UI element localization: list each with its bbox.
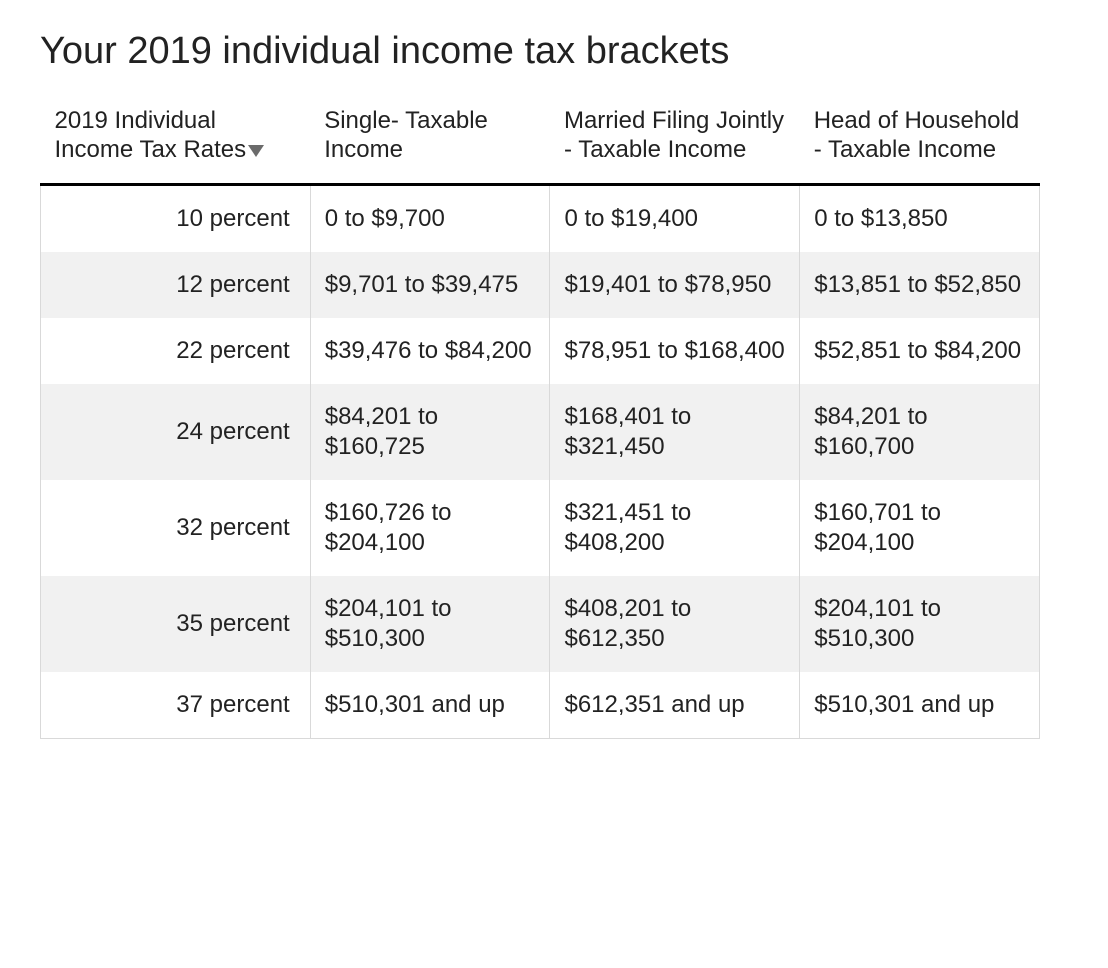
- table-row: 35 percent $204,101 to $510,300 $408,201…: [41, 576, 1040, 672]
- sort-desc-icon: [248, 145, 264, 157]
- table-row: 37 percent $510,301 and up $612,351 and …: [41, 672, 1040, 739]
- cell-married: $612,351 and up: [550, 672, 800, 739]
- cell-single: $204,101 to $510,300: [310, 576, 550, 672]
- column-header-label: 2019 Individual Income Tax Rates: [55, 107, 247, 163]
- cell-hoh: $52,851 to $84,200: [800, 318, 1040, 384]
- column-header-married[interactable]: Married Filing Jointly - Taxable Income: [550, 97, 800, 184]
- cell-rate: 32 percent: [41, 480, 311, 576]
- cell-rate: 12 percent: [41, 252, 311, 318]
- table-row: 10 percent 0 to $9,700 0 to $19,400 0 to…: [41, 184, 1040, 252]
- column-header-label: Married Filing Jointly - Taxable Income: [564, 107, 784, 163]
- cell-married: $408,201 to $612,350: [550, 576, 800, 672]
- table-header-row: 2019 Individual Income Tax Rates Single-…: [41, 97, 1040, 184]
- cell-rate: 37 percent: [41, 672, 311, 739]
- column-header-rates[interactable]: 2019 Individual Income Tax Rates: [41, 97, 311, 184]
- cell-single: $510,301 and up: [310, 672, 550, 739]
- cell-married: 0 to $19,400: [550, 184, 800, 252]
- cell-rate: 22 percent: [41, 318, 311, 384]
- cell-rate: 35 percent: [41, 576, 311, 672]
- page-title: Your 2019 individual income tax brackets: [40, 30, 1078, 73]
- column-header-hoh[interactable]: Head of Household - Taxable Income: [800, 97, 1040, 184]
- table-row: 12 percent $9,701 to $39,475 $19,401 to …: [41, 252, 1040, 318]
- cell-hoh: $510,301 and up: [800, 672, 1040, 739]
- tax-brackets-table: 2019 Individual Income Tax Rates Single-…: [40, 97, 1040, 739]
- cell-married: $321,451 to $408,200: [550, 480, 800, 576]
- cell-single: $160,726 to $204,100: [310, 480, 550, 576]
- column-header-label: Single- Taxable Income: [324, 107, 488, 163]
- column-header-single[interactable]: Single- Taxable Income: [310, 97, 550, 184]
- cell-married: $168,401 to $321,450: [550, 384, 800, 480]
- cell-single: $39,476 to $84,200: [310, 318, 550, 384]
- cell-rate: 24 percent: [41, 384, 311, 480]
- cell-rate: 10 percent: [41, 184, 311, 252]
- cell-single: 0 to $9,700: [310, 184, 550, 252]
- cell-single: $84,201 to $160,725: [310, 384, 550, 480]
- table-row: 32 percent $160,726 to $204,100 $321,451…: [41, 480, 1040, 576]
- cell-hoh: $204,101 to $510,300: [800, 576, 1040, 672]
- table-row: 22 percent $39,476 to $84,200 $78,951 to…: [41, 318, 1040, 384]
- cell-single: $9,701 to $39,475: [310, 252, 550, 318]
- cell-hoh: 0 to $13,850: [800, 184, 1040, 252]
- cell-married: $19,401 to $78,950: [550, 252, 800, 318]
- cell-married: $78,951 to $168,400: [550, 318, 800, 384]
- cell-hoh: $160,701 to $204,100: [800, 480, 1040, 576]
- column-header-label: Head of Household - Taxable Income: [814, 107, 1019, 163]
- cell-hoh: $13,851 to $52,850: [800, 252, 1040, 318]
- table-row: 24 percent $84,201 to $160,725 $168,401 …: [41, 384, 1040, 480]
- cell-hoh: $84,201 to $160,700: [800, 384, 1040, 480]
